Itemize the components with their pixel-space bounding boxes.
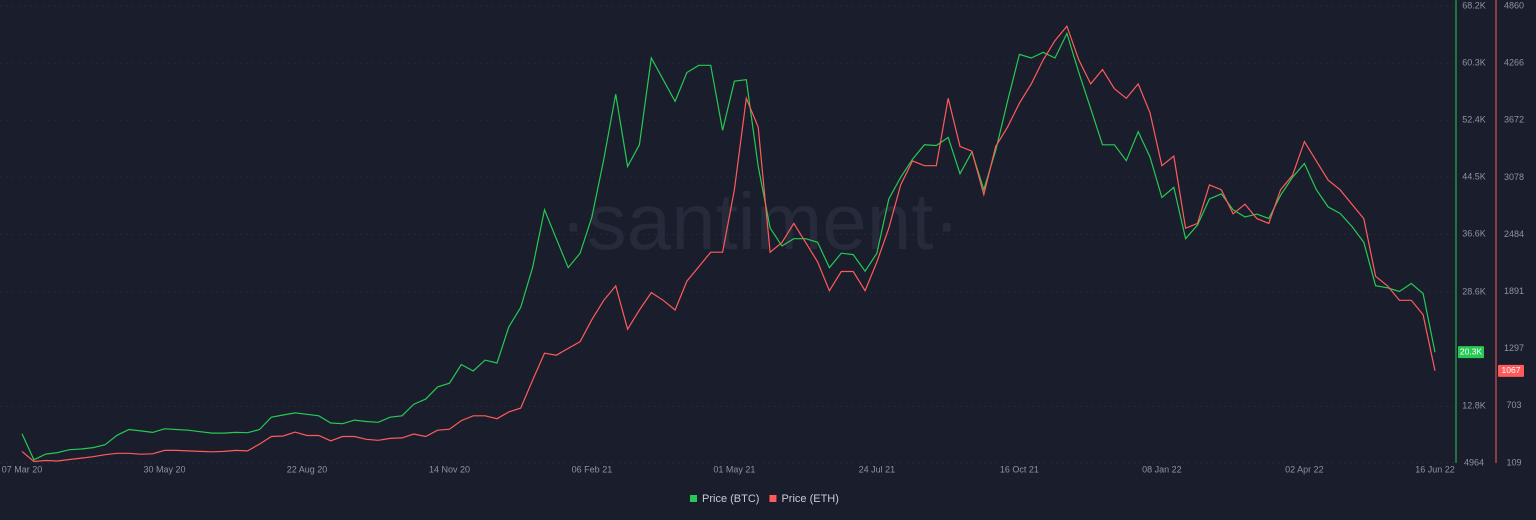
x-tick-label: 02 Apr 22 xyxy=(1285,464,1324,474)
series-line xyxy=(21,25,1436,463)
last-value-badge xyxy=(1498,364,1524,377)
x-tick-label: 16 Oct 21 xyxy=(1000,464,1039,474)
x-tick-label: 06 Feb 21 xyxy=(572,464,613,474)
last-value-badge xyxy=(1458,346,1484,359)
legend-label: Price (ETH) xyxy=(781,493,838,505)
last-value-label: 20.3K xyxy=(1460,346,1483,356)
y-tick-label: 68.2K xyxy=(1462,0,1486,10)
y-tick-label: 44.5K xyxy=(1462,172,1486,182)
legend-swatch xyxy=(769,495,777,502)
y2-tick-label: 2484 xyxy=(1504,229,1524,239)
y2-tick-label: 1891 xyxy=(1504,286,1524,296)
legend-item: Price (BTC) xyxy=(690,493,759,505)
x-tick-label: 08 Jan 22 xyxy=(1142,464,1182,474)
y2-tick-label: 3078 xyxy=(1504,172,1524,182)
y-tick-label: 52.4K xyxy=(1462,115,1486,125)
y2-tick-label: 703 xyxy=(1506,400,1521,410)
x-tick-label: 01 May 21 xyxy=(713,464,755,474)
y2-tick-label: 3672 xyxy=(1504,115,1524,125)
x-tick-label: 07 Mar 20 xyxy=(2,464,43,474)
legend-swatch xyxy=(690,495,697,502)
y2-tick-label: 1297 xyxy=(1504,343,1524,353)
y-tick-label: 36.6K xyxy=(1462,229,1486,239)
x-tick-label: 24 Jul 21 xyxy=(859,464,896,474)
y2-tick-label: 109 xyxy=(1506,457,1521,467)
y-tick-label: 28.6K xyxy=(1462,287,1486,297)
legend-label: Price (BTC) xyxy=(702,493,759,505)
y-tick-label: 12.8K xyxy=(1462,401,1486,411)
y-tick-label: 60.3K xyxy=(1462,57,1486,67)
x-tick-label: 16 Jun 22 xyxy=(1415,464,1455,474)
series-line xyxy=(21,31,1436,461)
y2-tick-label: 4266 xyxy=(1504,58,1524,68)
last-value-label: 1067 xyxy=(1502,365,1521,375)
legend-item: Price (ETH) xyxy=(769,493,839,505)
x-tick-label: 14 Nov 20 xyxy=(429,464,470,474)
y2-tick-label: 4860 xyxy=(1504,0,1524,10)
watermark: ·santiment· xyxy=(560,177,960,266)
x-tick-label: 30 May 20 xyxy=(143,464,185,474)
x-tick-label: 22 Aug 20 xyxy=(287,464,328,474)
y-tick-label: 4964 xyxy=(1464,457,1484,467)
